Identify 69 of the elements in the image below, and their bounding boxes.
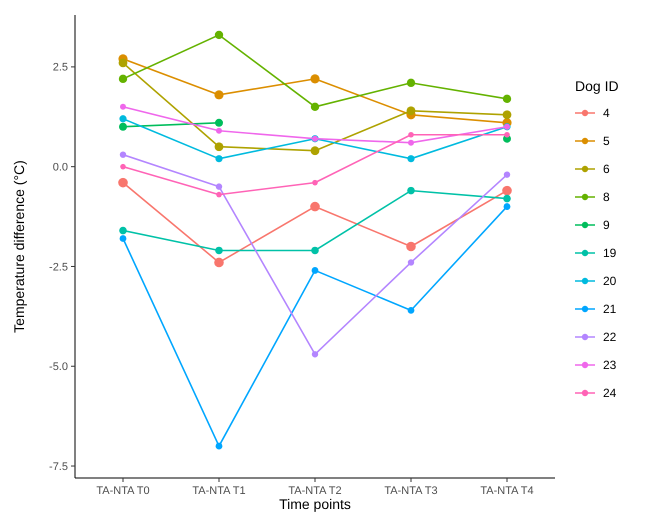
point (502, 110, 512, 120)
x-axis-title: Time points (279, 496, 351, 512)
point (215, 155, 223, 162)
legend-label: 23 (603, 358, 617, 372)
point (310, 74, 320, 84)
point (120, 235, 126, 242)
point (406, 106, 416, 116)
point (504, 132, 510, 138)
point (120, 164, 126, 170)
point (118, 74, 128, 84)
point (120, 104, 126, 110)
point (408, 140, 414, 146)
point (310, 202, 320, 212)
y-tick-label: -2.5 (49, 261, 68, 274)
point (311, 246, 319, 254)
legend-label: 21 (603, 302, 617, 316)
point (214, 30, 224, 40)
point (216, 192, 222, 198)
point (120, 152, 126, 158)
x-tick-label: TA-NTA T1 (192, 485, 246, 497)
point (214, 258, 224, 268)
legend-label: 6 (603, 162, 610, 176)
legend-label: 4 (603, 106, 610, 120)
legend-label: 24 (603, 386, 617, 400)
legend-label: 19 (603, 246, 617, 260)
y-tick-label: -7.5 (49, 460, 68, 473)
legend-label: 8 (603, 190, 610, 204)
point (408, 132, 414, 138)
y-tick-label: 0.0 (52, 162, 68, 174)
point (312, 351, 318, 358)
point (119, 115, 127, 122)
point (504, 171, 510, 178)
point (407, 186, 415, 194)
point (504, 203, 510, 210)
point (119, 226, 127, 234)
point (216, 442, 222, 450)
point (215, 246, 223, 254)
point (215, 118, 223, 127)
point (503, 194, 511, 202)
point (312, 267, 318, 274)
point (310, 102, 320, 111)
x-tick-label: TA-NTA T0 (96, 485, 150, 497)
legend-label: 5 (603, 134, 610, 148)
point (118, 58, 128, 68)
legend-label: 22 (603, 330, 617, 344)
x-tick-label: TA-NTA T2 (288, 485, 342, 497)
x-tick-label: TA-NTA T3 (384, 485, 438, 497)
point (407, 155, 415, 162)
point (214, 142, 224, 152)
legend-label: 9 (603, 218, 610, 232)
x-tick-label: TA-NTA T4 (480, 485, 534, 497)
point (408, 259, 414, 266)
legend-label: 20 (603, 274, 617, 288)
y-tick-label: 2.5 (52, 62, 68, 74)
point (408, 306, 414, 314)
point (119, 122, 127, 131)
point (118, 178, 128, 188)
point (502, 94, 512, 104)
point (216, 128, 222, 134)
legend-title: Dog ID (575, 78, 619, 94)
point (406, 78, 416, 88)
point (216, 183, 222, 190)
y-tick-label: -5.0 (49, 361, 68, 374)
point (312, 180, 318, 186)
point (310, 146, 320, 156)
point (406, 242, 416, 252)
point (502, 186, 512, 196)
point (214, 90, 224, 100)
y-axis-title: Temperature difference (°C) (11, 160, 27, 333)
